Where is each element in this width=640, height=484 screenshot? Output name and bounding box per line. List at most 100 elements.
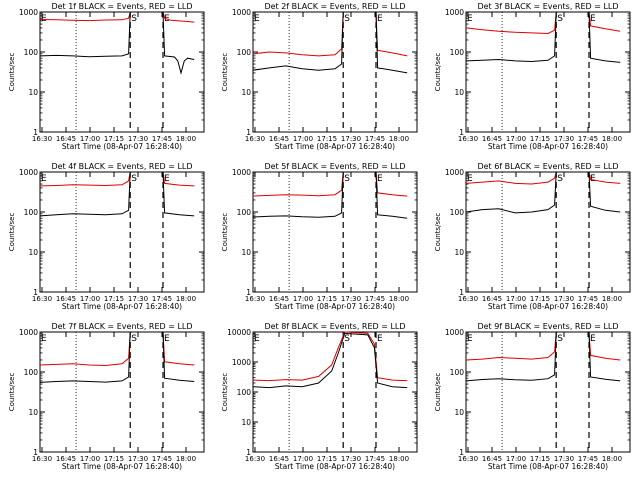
y-axis-label: Counts/sec [221, 53, 229, 92]
chart-title: Det 4f BLACK = Events, RED = LLD [51, 162, 192, 171]
y-tick-label: 100 [24, 48, 39, 57]
event-marker-label: E [590, 174, 596, 184]
x-tick-label: 17:45 [152, 455, 172, 463]
series-line-events [465, 171, 621, 214]
y-tick-label: 1 [33, 128, 38, 137]
x-tick-label: 16:45 [482, 135, 502, 143]
x-tick-label: 18:00 [176, 455, 196, 463]
y-axis-label: Counts/sec [434, 53, 442, 92]
x-tick-label: 16:30 [458, 455, 478, 463]
chart-panel: Det 1f BLACK = Events, RED = LLD 1 10 100 10… [8, 2, 205, 151]
x-tick-label: 16:30 [32, 455, 52, 463]
series-line-lld [252, 331, 408, 382]
y-tick-label: 1000 [232, 168, 251, 177]
plot-frame [252, 331, 418, 453]
event-marker-label: S [344, 14, 350, 24]
y-tick-label: 100 [450, 368, 465, 377]
x-tick-label: 16:45 [56, 135, 76, 143]
y-tick-label: 100 [24, 368, 39, 377]
plot-frame [465, 171, 631, 293]
plot-frame [39, 331, 205, 453]
y-tick-label: 1 [459, 288, 464, 297]
x-tick-label: 17:00 [293, 135, 313, 143]
x-tick-label: 18:00 [389, 295, 409, 303]
x-tick-label: 17:45 [365, 455, 385, 463]
y-tick-label: 1 [459, 128, 464, 137]
y-tick-label: 1 [246, 128, 251, 137]
x-tick-label: 16:30 [458, 135, 478, 143]
x-tick-label: 17:45 [152, 135, 172, 143]
chart-panel: Det 7f BLACK = Events, RED = LLD 1 10 100 10… [8, 322, 205, 471]
event-marker-label: E [467, 14, 473, 24]
series-line-events [39, 11, 195, 75]
x-tick-label: 18:00 [602, 455, 622, 463]
event-marker-label: E [467, 174, 473, 184]
x-axis-label: Start Time (08-Apr-07 16:28:40) [62, 462, 182, 471]
x-tick-label: 16:30 [458, 295, 478, 303]
y-tick-label: 10 [454, 248, 464, 257]
y-axis-label: Counts/sec [434, 373, 442, 412]
x-tick-label: 16:45 [482, 295, 502, 303]
event-marker-label: S [557, 174, 563, 184]
y-tick-label: 1000 [19, 168, 38, 177]
x-axis-label: Start Time (08-Apr-07 16:28:40) [488, 142, 608, 151]
event-marker-label: S [557, 334, 563, 344]
y-tick-label: 1 [459, 448, 464, 457]
chart-title: Det 8f BLACK = Events, RED = LLD [264, 322, 405, 331]
series-line-lld [39, 171, 195, 187]
y-tick-label: 100 [450, 48, 465, 57]
y-tick-label: 1000 [445, 8, 464, 17]
series-line-events [465, 11, 621, 63]
x-tick-label: 17:30 [128, 455, 148, 463]
chart-panel: Det 3f BLACK = Events, RED = LLD 1 10 100 10… [434, 2, 631, 151]
x-tick-label: 16:45 [269, 295, 289, 303]
x-axis-label: Start Time (08-Apr-07 16:28:40) [488, 462, 608, 471]
chart-title: Det 7f BLACK = Events, RED = LLD [51, 322, 192, 331]
x-axis-label: Start Time (08-Apr-07 16:28:40) [275, 302, 395, 311]
x-axis-label: Start Time (08-Apr-07 16:28:40) [62, 142, 182, 151]
x-tick-label: 17:15 [530, 135, 550, 143]
x-tick-label: 18:00 [389, 135, 409, 143]
series-line-events [252, 11, 408, 74]
series-line-events [39, 331, 195, 383]
series-line-lld [252, 171, 408, 197]
chart-panel: Det 5f BLACK = Events, RED = LLD 1 10 100 10… [221, 162, 418, 311]
y-tick-label: 10 [28, 248, 38, 257]
x-tick-label: 16:30 [245, 295, 265, 303]
x-tick-label: 17:30 [341, 295, 361, 303]
event-marker-label: E [377, 334, 383, 344]
chart-title: Det 2f BLACK = Events, RED = LLD [264, 2, 405, 11]
series-line-events [39, 171, 195, 217]
x-axis-label: Start Time (08-Apr-07 16:28:40) [62, 302, 182, 311]
series-line-lld [39, 11, 195, 23]
x-tick-label: 18:00 [602, 295, 622, 303]
chart-title: Det 6f BLACK = Events, RED = LLD [477, 162, 618, 171]
x-tick-label: 16:30 [32, 295, 52, 303]
event-marker-label: E [41, 14, 47, 24]
x-tick-label: 17:30 [128, 295, 148, 303]
event-marker-label: S [131, 14, 137, 24]
chart-title: Det 9f BLACK = Events, RED = LLD [477, 322, 618, 331]
plot-frame [252, 11, 418, 133]
y-tick-label: 10 [454, 88, 464, 97]
event-marker-label: E [467, 334, 473, 344]
chart-panel: Det 9f BLACK = Events, RED = LLD 1 10 100 10… [434, 322, 631, 471]
plot-frame [465, 11, 631, 133]
x-tick-label: 16:30 [245, 135, 265, 143]
x-tick-label: 16:45 [269, 135, 289, 143]
event-marker-label: E [590, 334, 596, 344]
y-axis-label: Counts/sec [221, 213, 229, 252]
x-tick-label: 16:45 [482, 455, 502, 463]
x-tick-label: 16:45 [269, 455, 289, 463]
event-marker-label: E [254, 334, 260, 344]
y-axis-label: Counts/sec [221, 373, 229, 412]
series-line-lld [465, 11, 621, 35]
x-tick-label: 17:45 [365, 295, 385, 303]
x-tick-label: 17:15 [104, 135, 124, 143]
x-tick-label: 18:00 [176, 135, 196, 143]
event-marker-label: S [344, 174, 350, 184]
y-tick-label: 10 [241, 418, 251, 427]
event-marker-label: E [164, 334, 170, 344]
chart-panel: Det 2f BLACK = Events, RED = LLD 1 10 100 10… [221, 2, 418, 151]
